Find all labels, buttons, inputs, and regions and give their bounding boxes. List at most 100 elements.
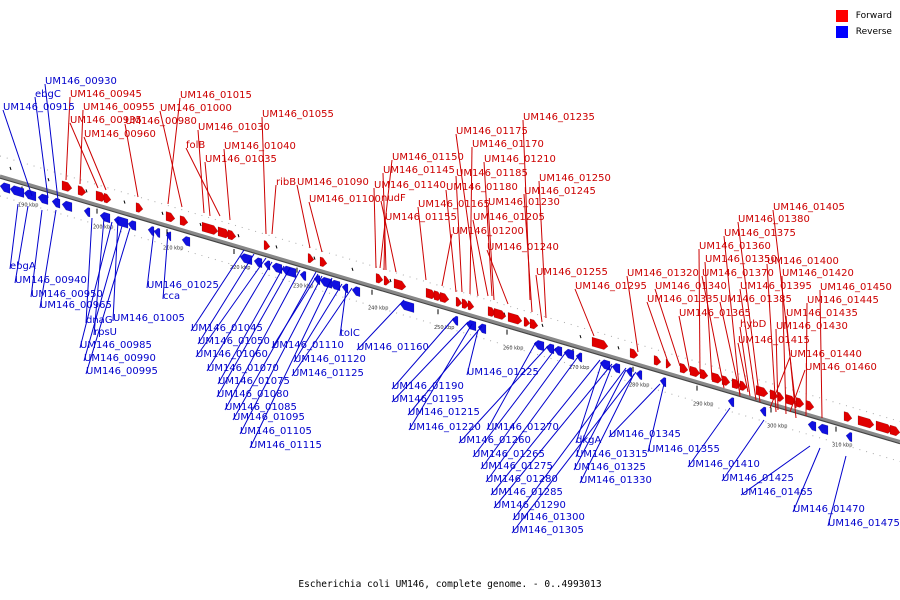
gene-label: ebgC bbox=[35, 89, 61, 100]
tick-label: 290 kbp bbox=[693, 402, 713, 408]
minor-tick bbox=[579, 334, 582, 339]
gene-label: UM146_01325 bbox=[574, 462, 646, 473]
tick-label: 270 kbp bbox=[569, 365, 589, 371]
forward-gene-arrow bbox=[77, 185, 87, 196]
leader-line bbox=[819, 289, 823, 419]
leader-line bbox=[65, 96, 71, 181]
gene-label: UM146_01025 bbox=[147, 280, 219, 291]
gene-label: UM146_01095 bbox=[233, 412, 305, 423]
leader-line bbox=[472, 347, 557, 458]
gene-label: UM146_01295 bbox=[575, 281, 647, 292]
gene-label: UM146_01200 bbox=[452, 226, 524, 237]
gene-label: UM146_00945 bbox=[70, 89, 142, 100]
leader-line bbox=[805, 302, 808, 417]
reverse-gene-arrow bbox=[281, 265, 297, 279]
gene-label: UM146_01160 bbox=[357, 342, 429, 353]
minor-tick bbox=[541, 323, 544, 328]
gene-label: UM146_01000 bbox=[160, 103, 232, 114]
gene-label: UM146_01415 bbox=[738, 335, 810, 346]
leader-line bbox=[573, 369, 627, 471]
gene-label: UM146_01100 bbox=[309, 194, 381, 205]
leader-line bbox=[206, 261, 273, 372]
gene-label: UM146_01290 bbox=[494, 500, 566, 511]
reverse-gene-arrow bbox=[563, 348, 575, 361]
gene-label: UM146_01335 bbox=[647, 294, 719, 305]
leader-line bbox=[737, 342, 749, 393]
forward-gene-arrow bbox=[467, 300, 475, 311]
reverse-gene-arrow bbox=[313, 275, 321, 286]
leader-line bbox=[766, 263, 777, 413]
gene-label: UM146_01150 bbox=[392, 152, 464, 163]
gene-label: UM146_01005 bbox=[113, 313, 185, 324]
leader-line bbox=[216, 267, 291, 398]
leader-line bbox=[85, 217, 93, 324]
gene-label: UM146_01345 bbox=[609, 429, 681, 440]
gene-label: UM146_01370 bbox=[702, 268, 774, 279]
reverse-gene-arrow bbox=[165, 231, 172, 242]
gene-label: UM146_00995 bbox=[86, 366, 158, 377]
forward-gene-arrow bbox=[843, 411, 853, 422]
gene-label: UM146_01315 bbox=[576, 449, 648, 460]
forward-gene-arrow bbox=[493, 307, 507, 320]
leader-line bbox=[383, 219, 386, 271]
gene-label: UM146_01185 bbox=[456, 168, 528, 179]
leader-line bbox=[487, 204, 495, 301]
forward-gene-arrow bbox=[201, 221, 219, 235]
gene-label: tolC bbox=[340, 328, 360, 339]
forward-gene-arrow bbox=[507, 312, 523, 325]
leader-line bbox=[190, 249, 245, 332]
leader-line bbox=[626, 275, 639, 353]
gene-label: cca bbox=[163, 291, 180, 302]
reverse-gene-arrow bbox=[759, 406, 767, 417]
forward-gene-arrow bbox=[739, 380, 748, 391]
gene-label: UM146_01165 bbox=[418, 199, 490, 210]
tick-label: 280 kbp bbox=[629, 383, 649, 389]
reverse-gene-arrow bbox=[635, 370, 643, 381]
gene-label: nudF bbox=[381, 193, 406, 204]
leader-line bbox=[373, 187, 377, 269]
leader-line bbox=[408, 323, 473, 431]
gene-label: UM146_01120 bbox=[294, 354, 366, 365]
leader-line bbox=[466, 329, 479, 376]
leader-line bbox=[740, 445, 811, 496]
gene-label: UM146_01365 bbox=[679, 308, 751, 319]
leader-line bbox=[39, 209, 57, 309]
tick-label: 250 kbp bbox=[434, 325, 454, 331]
gene-label: UM146_01110 bbox=[272, 340, 344, 351]
minor-tick bbox=[85, 189, 88, 193]
gene-label: UM146_01400 bbox=[767, 256, 839, 267]
forward-gene-arrow bbox=[307, 253, 315, 264]
leader-line bbox=[162, 231, 169, 300]
gene-label: UM146_01210 bbox=[484, 154, 556, 165]
leader-line bbox=[827, 455, 847, 527]
gene-label: UM146_01250 bbox=[539, 173, 611, 184]
leader-line bbox=[79, 109, 84, 185]
forward-gene-arrow bbox=[263, 240, 271, 251]
leader-line bbox=[654, 288, 681, 367]
leader-line bbox=[79, 221, 113, 349]
reverse-gene-arrow bbox=[817, 423, 829, 436]
forward-guide-track bbox=[0, 155, 900, 422]
gene-label: UM146_00960 bbox=[84, 129, 156, 140]
reverse-gene-arrow bbox=[127, 220, 137, 231]
minor-tick bbox=[617, 346, 620, 350]
gene-label: UM146_01175 bbox=[456, 126, 528, 137]
forward-gene-arrow bbox=[591, 336, 609, 350]
gene-label: ribB bbox=[276, 177, 296, 188]
backbone-shadow bbox=[0, 177, 900, 445]
reverse-gene-arrow bbox=[99, 211, 111, 224]
gene-label: UM146_01080 bbox=[217, 389, 289, 400]
gene-label: UM146_01435 bbox=[786, 308, 858, 319]
reverse-gene-arrow bbox=[533, 339, 545, 352]
leader-line bbox=[472, 219, 489, 297]
gene-label: rpsU bbox=[94, 327, 117, 338]
leader-line bbox=[271, 273, 319, 349]
leader-line bbox=[380, 200, 397, 273]
leader-line bbox=[579, 373, 635, 484]
tick-label: 220 kbp bbox=[230, 265, 250, 271]
gene-label: UM146_01330 bbox=[580, 475, 652, 486]
leader-line bbox=[646, 301, 669, 363]
gene-label: UM146_01190 bbox=[392, 381, 464, 392]
leader-line bbox=[486, 249, 509, 305]
minor-tick bbox=[351, 267, 354, 271]
